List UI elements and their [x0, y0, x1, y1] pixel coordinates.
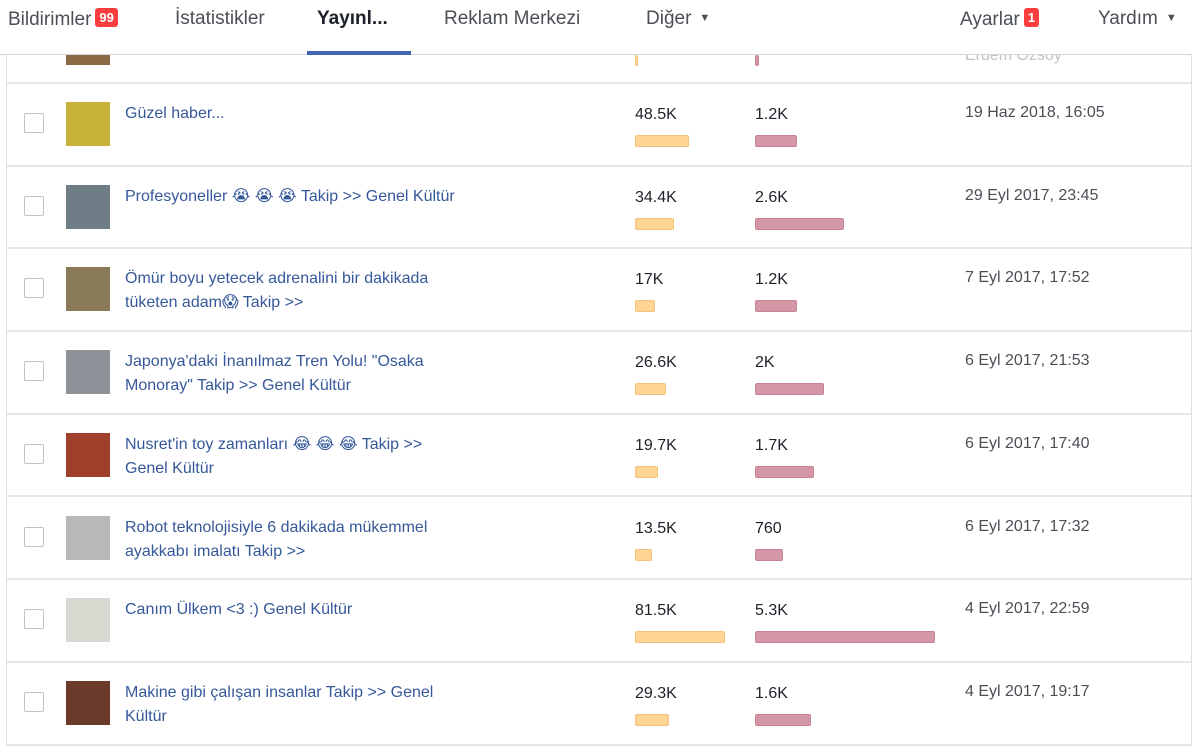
nav-insights[interactable]: İstatistikler	[175, 8, 265, 29]
thumbnail	[66, 680, 110, 725]
bar-fragment	[635, 55, 638, 66]
label: Diğer	[646, 8, 692, 29]
label: Bildirimler	[8, 9, 92, 30]
nav-help[interactable]: Yardım ▼	[1098, 8, 1177, 30]
engagement-bar	[755, 383, 825, 396]
checkbox[interactable]	[24, 195, 44, 216]
thumbnail	[66, 267, 110, 312]
nav-publishing[interactable]: Yayınl...	[317, 8, 388, 29]
post-row: Ömür boyu yetecek adrenalini bir dakikad…	[7, 249, 1191, 333]
engagement-label: 2.6K	[755, 188, 788, 206]
engagement-label: 2K	[755, 354, 775, 372]
post-date: 29 Eyl 2017, 23:45	[965, 186, 1099, 204]
post-title[interactable]: Nusret'in toy zamanları 😂 😂 😂 Takip >> G…	[125, 435, 423, 477]
thumbnail	[66, 102, 110, 146]
engagement-bar	[755, 135, 798, 147]
author: Erdem Özsoy	[965, 55, 1062, 64]
checkbox[interactable]	[24, 526, 44, 547]
badge: 99	[95, 8, 118, 27]
reach-label: 26.6K	[635, 354, 677, 372]
caret: ▼	[1165, 12, 1177, 24]
engagement-bar	[755, 631, 935, 644]
engagement-label: 1.6K	[755, 684, 788, 702]
post-title[interactable]: Japonya'daki İnanılmaz Tren Yolu! "Osaka…	[125, 353, 424, 395]
reach-bar	[635, 713, 669, 726]
post-date: 19 Haz 2018, 16:05	[965, 104, 1105, 121]
engagement-label: 1.2K	[755, 271, 788, 289]
engagement-bar	[755, 713, 811, 726]
nav-ad-center[interactable]: Reklam Merkezi	[444, 8, 581, 29]
thumbnail	[66, 515, 110, 560]
engagement-label: 1.2K	[755, 106, 788, 123]
reach-bar	[635, 548, 652, 561]
reach-bar	[635, 135, 690, 147]
post-row: Japonya'daki İnanılmaz Tren Yolu! "Osaka…	[7, 332, 1191, 415]
nav-more[interactable]: Diğer ▼	[646, 8, 710, 30]
thumbnail	[66, 350, 110, 395]
reach-label: 17K	[635, 271, 664, 289]
thumbnail	[66, 55, 110, 65]
reach-bar	[635, 465, 659, 478]
reach-bar	[635, 631, 725, 644]
post-row: Profesyoneller 😭 😭 😭 Takip >> Genel Kült…	[7, 167, 1191, 250]
post-row: Robot teknolojisiyle 6 dakikada mükemmel…	[7, 498, 1191, 581]
engagement-bar	[755, 548, 783, 561]
post-date: 6 Eyl 2017, 17:40	[965, 434, 1090, 452]
checkbox[interactable]	[24, 691, 44, 712]
post-title[interactable]: Profesyoneller 😭 😭 😭 Takip >> Genel Kült…	[125, 187, 455, 205]
engagement-bar	[755, 217, 845, 230]
post-row: Canım Ülkem <3 :) Genel Kültür 81.5K 5.3K 4…	[7, 580, 1191, 663]
thumbnail	[66, 432, 110, 477]
label: Yardım	[1098, 8, 1158, 29]
post-date: 6 Eyl 2017, 17:32	[965, 517, 1090, 535]
badge: 1	[1023, 8, 1040, 27]
checkbox[interactable]	[24, 278, 44, 299]
checkbox[interactable]	[24, 361, 44, 382]
post-row: Makine gibi çalışan insanlar Takip >> Ge…	[7, 663, 1191, 746]
reach-label: 13.5K	[635, 519, 677, 537]
label: Ayarlar	[960, 9, 1020, 30]
post-date: 7 Eyl 2017, 17:52	[965, 269, 1090, 287]
post-title[interactable]: Ömür boyu yetecek adrenalini bir dakikad…	[125, 270, 429, 312]
reach-bar	[635, 383, 666, 396]
nav-settings[interactable]: Ayarlar 1	[960, 8, 1040, 31]
post-list: Erdem Özsoy Güzel haber... 48.5K 1.2K 19 Ha…	[6, 55, 1192, 746]
checkbox[interactable]	[24, 443, 44, 464]
reach-label: 29.3K	[635, 684, 677, 702]
engagement-bar	[755, 465, 815, 478]
top-nav: Bildirimler 99 İstatistikler Yayınl... Re…	[0, 0, 1192, 55]
checkbox[interactable]	[24, 113, 44, 133]
reach-label: 19.7K	[635, 436, 677, 454]
post-title[interactable]: Robot teknolojisiyle 6 dakikada mükemmel…	[125, 518, 428, 560]
engagement-label: 1.7K	[755, 436, 788, 454]
reach-bar	[635, 217, 675, 230]
reach-label: 34.4K	[635, 188, 677, 206]
post-title[interactable]: Makine gibi çalışan insanlar Takip >> Ge…	[125, 683, 434, 725]
partial-row: Erdem Özsoy	[7, 55, 1191, 84]
reach-bar	[635, 300, 656, 313]
post-title[interactable]: Canım Ülkem <3 :) Genel Kültür	[125, 601, 353, 619]
post-title[interactable]: Güzel haber...	[125, 105, 225, 122]
post-row: Nusret'in toy zamanları 😂 😂 😂 Takip >> G…	[7, 415, 1191, 498]
active-underline	[307, 51, 411, 55]
reach-label: 48.5K	[635, 106, 677, 123]
thumbnail	[66, 184, 110, 229]
engagement-label: 760	[755, 519, 782, 537]
caret: ▼	[699, 12, 711, 24]
post-date: 6 Eyl 2017, 21:53	[965, 352, 1090, 370]
nav-notifications[interactable]: Bildirimler 99	[8, 8, 118, 31]
bar-fragment	[755, 55, 759, 66]
checkbox[interactable]	[24, 609, 44, 630]
post-date: 4 Eyl 2017, 22:59	[965, 600, 1090, 618]
post-date: 4 Eyl 2017, 19:17	[965, 682, 1090, 700]
engagement-label: 5.3K	[755, 602, 788, 620]
thumbnail	[66, 598, 110, 643]
post-row: Güzel haber... 48.5K 1.2K 19 Haz 2018, 16:0…	[7, 84, 1191, 167]
reach-label: 81.5K	[635, 602, 677, 620]
engagement-bar	[755, 300, 798, 313]
